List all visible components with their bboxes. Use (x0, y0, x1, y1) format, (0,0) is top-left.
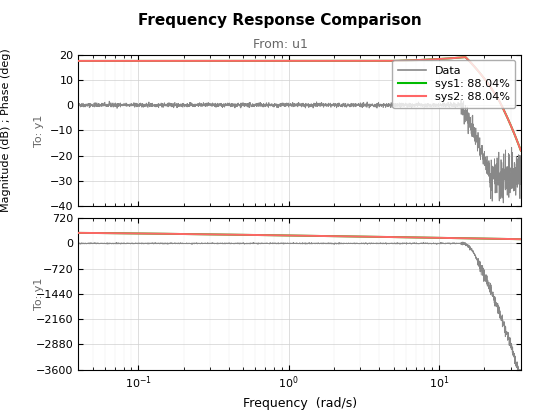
X-axis label: Frequency  (rad/s): Frequency (rad/s) (242, 396, 357, 410)
Text: To: y1: To: y1 (34, 114, 44, 147)
Text: From: u1: From: u1 (253, 38, 307, 50)
Legend: Data, sys1: 88.04%, sys2: 88.04%: Data, sys1: 88.04%, sys2: 88.04% (393, 60, 515, 108)
Text: Frequency Response Comparison: Frequency Response Comparison (138, 13, 422, 29)
Y-axis label: Magnitude (dB) ; Phase (deg): Magnitude (dB) ; Phase (deg) (1, 48, 11, 212)
Text: To: y1: To: y1 (34, 278, 44, 310)
